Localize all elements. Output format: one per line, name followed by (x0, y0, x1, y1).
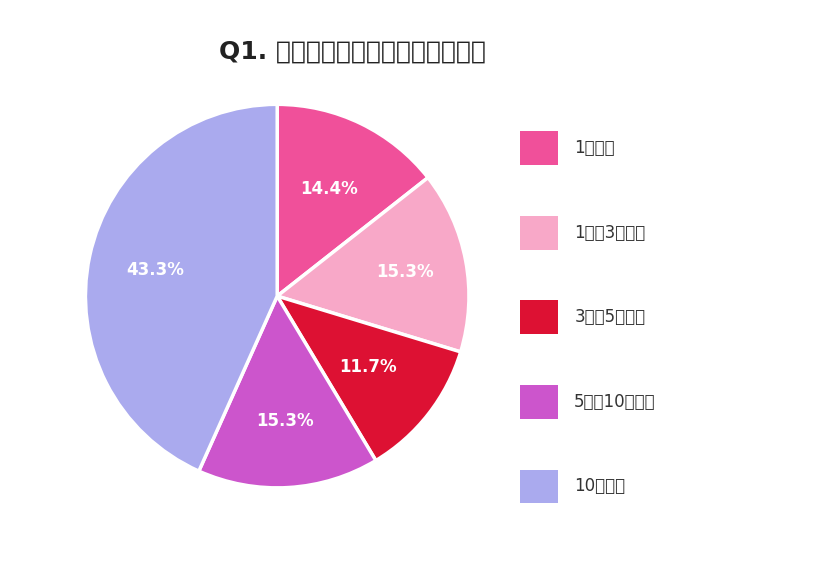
Wedge shape (277, 178, 469, 352)
Text: 5年～10年未満: 5年～10年未満 (575, 393, 656, 411)
Text: 15.3%: 15.3% (256, 412, 313, 430)
Text: 43.3%: 43.3% (126, 261, 184, 279)
Text: 10年以上: 10年以上 (575, 478, 625, 495)
FancyBboxPatch shape (520, 469, 559, 504)
Text: 1年～3年未満: 1年～3年未満 (575, 224, 645, 241)
Text: Q1. ゴルフ歴はどのくらいですか？: Q1. ゴルフ歴はどのくらいですか？ (219, 39, 486, 64)
Text: 11.7%: 11.7% (339, 358, 396, 376)
Wedge shape (199, 296, 375, 488)
Wedge shape (86, 104, 277, 471)
Wedge shape (277, 104, 428, 296)
Text: 14.4%: 14.4% (300, 180, 358, 198)
FancyBboxPatch shape (520, 131, 559, 165)
FancyBboxPatch shape (520, 385, 559, 418)
Text: 1年未満: 1年未満 (575, 139, 615, 157)
Text: 3年～5年未満: 3年～5年未満 (575, 309, 645, 326)
FancyBboxPatch shape (520, 300, 559, 334)
FancyBboxPatch shape (520, 216, 559, 250)
Text: 15.3%: 15.3% (376, 263, 434, 281)
Wedge shape (277, 296, 460, 461)
